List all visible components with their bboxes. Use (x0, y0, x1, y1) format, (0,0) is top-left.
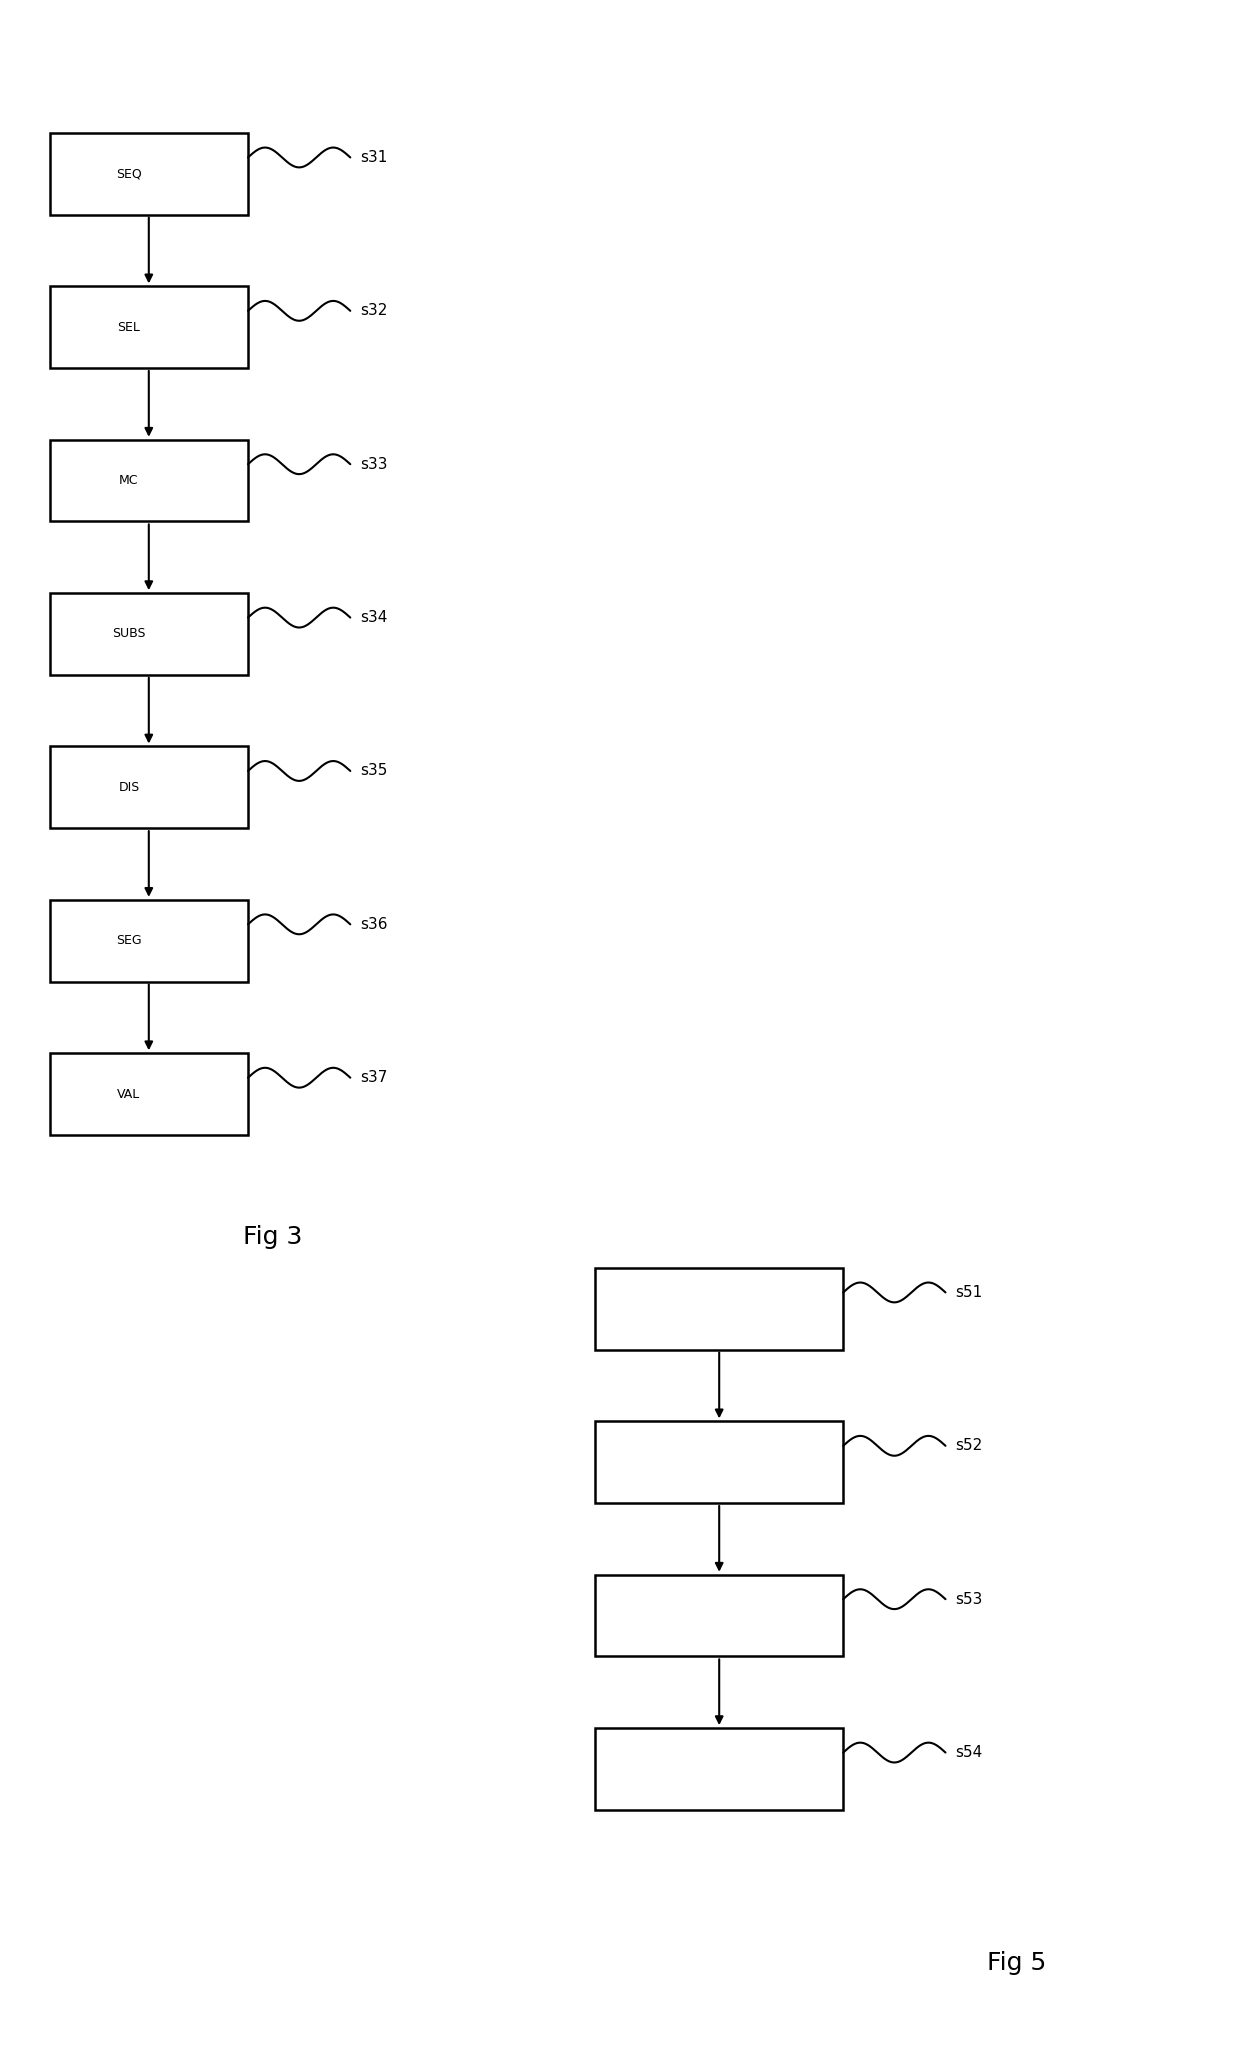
Bar (50, 133, 248, 215)
Bar (595, 1575, 843, 1656)
Bar (50, 440, 248, 521)
Text: MC: MC (119, 474, 139, 487)
Text: s52: s52 (955, 1438, 982, 1454)
Bar (50, 593, 248, 675)
Text: s33: s33 (361, 456, 388, 472)
Text: Fig 5: Fig 5 (987, 1951, 1047, 1975)
Bar (595, 1421, 843, 1503)
Bar (595, 1268, 843, 1350)
Text: DIS: DIS (118, 781, 140, 793)
Bar (50, 746, 248, 828)
Text: s34: s34 (361, 609, 388, 626)
Bar (50, 1053, 248, 1135)
Text: SEL: SEL (118, 321, 140, 333)
Bar (50, 286, 248, 368)
Text: s37: s37 (361, 1070, 388, 1086)
Text: SEG: SEG (117, 935, 141, 947)
Text: s36: s36 (361, 916, 388, 933)
Text: Fig 3: Fig 3 (243, 1225, 303, 1249)
Text: s32: s32 (361, 303, 388, 319)
Text: SUBS: SUBS (112, 628, 146, 640)
Text: SEQ: SEQ (117, 168, 141, 180)
Text: s31: s31 (361, 149, 388, 166)
Bar (595, 1728, 843, 1810)
Text: s51: s51 (955, 1284, 982, 1301)
Bar (50, 900, 248, 982)
Text: VAL: VAL (118, 1088, 140, 1100)
Text: s54: s54 (955, 1744, 982, 1761)
Text: s35: s35 (361, 763, 388, 779)
Text: s53: s53 (955, 1591, 983, 1607)
